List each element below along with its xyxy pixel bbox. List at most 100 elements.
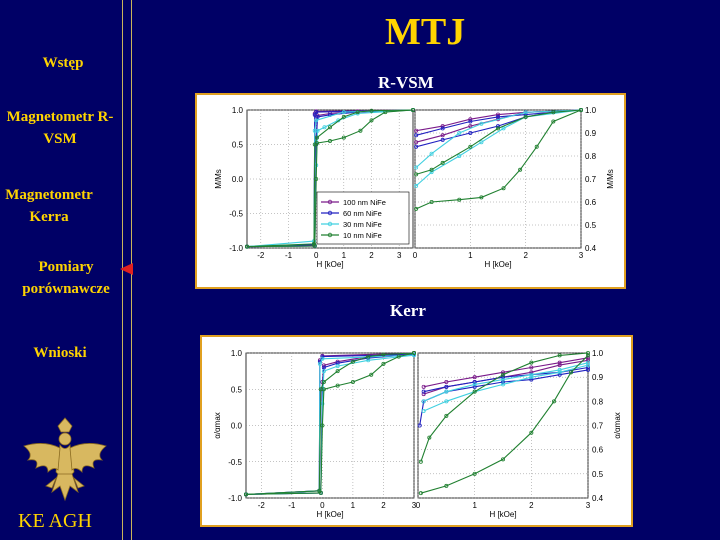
rvsm-left-y-tick-label: 0.5 xyxy=(232,141,244,150)
kerr-left-data-point xyxy=(320,356,325,361)
kerr-right-data-point xyxy=(421,399,426,404)
nav-label: Wnioski xyxy=(33,345,87,361)
rvsm-right-data-point xyxy=(429,200,434,205)
rvsm-left-data-point xyxy=(314,135,319,140)
rvsm-right-data-point xyxy=(414,183,419,188)
nav-item-kerr[interactable]: Magnetometr Kerra xyxy=(4,184,94,228)
nav-item-rvsm[interactable]: Magnetometr R-VSM xyxy=(4,106,116,150)
kerr-left-data-point xyxy=(321,363,326,368)
rvsm-right-data-point xyxy=(440,137,445,142)
kerr-right-data-point xyxy=(444,399,449,404)
kerr-right-data-point xyxy=(585,365,590,370)
kerr-left-data-point xyxy=(335,364,340,369)
rvsm-right-data-point xyxy=(551,119,556,124)
rvsm-left-y-axis-label: M/Ms xyxy=(214,169,223,189)
rvsm-right-data-point xyxy=(414,133,419,138)
kerr-right-data-point xyxy=(418,491,423,496)
rvsm-left-data-point xyxy=(341,110,346,115)
rvsm-right-data-point xyxy=(578,107,583,112)
rvsm-right-data-point xyxy=(468,117,473,122)
nav-item-wnioski[interactable]: Wnioski xyxy=(20,342,100,364)
rvsm-left-legend-label: 100 nm NiFe xyxy=(343,198,386,207)
nav-item-pomiary[interactable]: Pomiary porównawcze xyxy=(10,256,122,300)
kerr-right-data-point xyxy=(472,380,477,385)
rvsm-left-data-point xyxy=(322,125,327,130)
kerr-right-series-line-3-down xyxy=(420,352,589,462)
kerr-left-data-point xyxy=(381,352,386,357)
rvsm-right-data-point xyxy=(468,119,473,124)
kerr-right-data-point xyxy=(444,413,449,418)
rvsm-right-y-tick-label: 0.5 xyxy=(585,221,597,230)
kerr-right-data-point xyxy=(529,372,534,377)
kerr-right-data-point xyxy=(557,372,562,377)
rvsm-left-legend-label: 30 nm NiFe xyxy=(343,220,382,229)
rvsm-right-data-point xyxy=(501,126,506,131)
kerr-right-data-point xyxy=(444,483,449,488)
rvsm-right-y-tick-label: 1.0 xyxy=(585,106,597,115)
rvsm-right-data-point xyxy=(468,124,473,129)
kerr-right-data-point xyxy=(585,367,590,372)
rvsm-right-data-point xyxy=(495,114,500,119)
rvsm-left-data-point xyxy=(410,107,415,112)
kerr-right-data-point xyxy=(557,370,562,375)
rvsm-left-x-tick-label: 2 xyxy=(369,251,374,260)
rvsm-left-series-line-3-down xyxy=(246,109,414,248)
kerr-right-data-point xyxy=(557,353,562,358)
kerr-left-y-tick-label: 0.5 xyxy=(231,385,243,394)
kerr-right-x-tick-label: 1 xyxy=(472,501,477,510)
rvsm-left-x-tick-label: 0 xyxy=(314,251,319,260)
rvsm-right-series-line-2-down xyxy=(415,109,582,168)
rvsm-right-series-line-3-up xyxy=(415,109,582,210)
rvsm-right-data-point xyxy=(414,140,419,145)
kerr-left-x-tick-label: -1 xyxy=(288,501,296,510)
kerr-right-y-tick-label: 0.5 xyxy=(592,470,604,479)
kerr-chart-svg: -2 -1 0 1 2 3 -1.0 -0.5 0.0 0.5 1.0 H [kOe] α/αmax 0 1… xyxy=(213,349,622,519)
kerr-right-data-point xyxy=(472,382,477,387)
rvsm-right-data-point xyxy=(479,195,484,200)
rvsm-right-data-point xyxy=(457,154,462,159)
kerr-left-x-tick-label: 1 xyxy=(351,501,356,510)
kerr-left-data-point xyxy=(244,492,249,497)
nav-label: Pomiary porównawcze xyxy=(22,259,110,297)
kerr-left-data-point xyxy=(318,387,323,392)
kerr-right-series-line-0-down xyxy=(423,357,589,388)
kerr-right-data-point xyxy=(421,384,426,389)
kerr-left-x-tick-label: 3 xyxy=(412,501,417,510)
rvsm-right-data-point xyxy=(551,110,556,115)
kerr-right-data-point xyxy=(551,399,556,404)
kerr-right-y-tick-label: 0.7 xyxy=(592,422,604,431)
rvsm-left-x-tick-label: 1 xyxy=(342,251,347,260)
footer-label: KE AGH xyxy=(18,510,92,532)
rvsm-right-series-line-3-down xyxy=(415,109,582,175)
kerr-right-data-point xyxy=(421,389,426,394)
kerr-right-y-tick-label: 1.0 xyxy=(592,349,604,358)
kerr-left-y-axis-label: α/αmax xyxy=(213,412,222,439)
rvsm-right-data-point xyxy=(501,186,506,191)
kerr-left-series-line-3-up xyxy=(245,352,415,495)
page-title: MTJ xyxy=(385,11,466,53)
rvsm-left-data-point xyxy=(245,244,250,249)
rvsm-right-y-tick-label: 0.6 xyxy=(585,198,597,207)
kerr-right-data-point xyxy=(557,367,562,372)
rvsm-right-data-point xyxy=(495,112,500,117)
rvsm-left-legend-label: 10 nm NiFe xyxy=(343,231,382,240)
kerr-right-data-point xyxy=(444,389,449,394)
kerr-right-data-point xyxy=(500,377,505,382)
kerr-left-x-tick-label: -2 xyxy=(258,501,266,510)
kerr-chart-title: Kerr xyxy=(390,301,426,320)
rvsm-right-data-point xyxy=(440,133,445,138)
kerr-left-y-tick-label: -1.0 xyxy=(228,494,242,503)
rvsm-left-y-tick-label: 1.0 xyxy=(232,106,244,115)
rvsm-right-data-point xyxy=(457,131,462,136)
kerr-left-data-point xyxy=(317,488,322,493)
rvsm-chart: -2 -1 0 1 2 3 -1.0 -0.5 0.0 0.5 1.0 H [kOe] M/Ms 100 … xyxy=(195,93,626,289)
kerr-right-x-tick-label: 2 xyxy=(529,501,534,510)
rvsm-right-x-axis-label: H [kOe] xyxy=(484,260,511,269)
kerr-right-data-point xyxy=(585,360,590,365)
nav-item-wstep[interactable]: Wstęp xyxy=(20,52,106,74)
kerr-right-data-point xyxy=(500,382,505,387)
rvsm-chart-svg: -2 -1 0 1 2 3 -1.0 -0.5 0.0 0.5 1.0 H [kOe] M/Ms 100 … xyxy=(214,106,615,269)
rvsm-left-y-tick-label: -0.5 xyxy=(229,210,243,219)
kerr-right-data-point xyxy=(421,409,426,414)
rvsm-left-data-point xyxy=(355,110,360,115)
